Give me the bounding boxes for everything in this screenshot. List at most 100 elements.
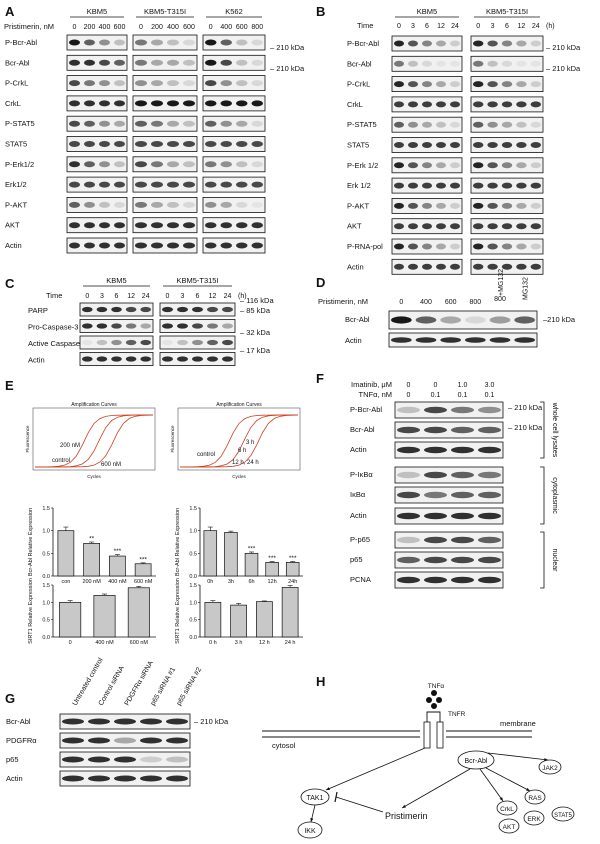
stat5-label: STAT5 (554, 813, 572, 819)
band (397, 536, 420, 544)
band (192, 323, 203, 329)
band (514, 337, 536, 343)
band (251, 242, 263, 249)
band (501, 182, 513, 189)
tnf-label: TNFα (428, 683, 445, 690)
band (478, 536, 501, 544)
band (125, 339, 137, 346)
bar (265, 562, 279, 577)
amp-label: 6 h (238, 448, 246, 454)
treatment-value: 0 (407, 382, 411, 389)
band (530, 60, 541, 67)
bar (224, 532, 238, 577)
band (473, 142, 484, 148)
marker-label: –210 kDa (543, 315, 576, 324)
band (424, 406, 447, 414)
row-label: Actin (5, 241, 22, 250)
band (183, 181, 195, 188)
treatment-label: TNFα, nM (358, 390, 392, 399)
band (478, 576, 501, 584)
band (394, 40, 404, 47)
bar (59, 601, 82, 638)
band (135, 39, 147, 46)
band (516, 223, 527, 230)
blot-strip (66, 237, 128, 254)
band (394, 263, 404, 270)
band (166, 737, 188, 744)
blot-strip (159, 335, 236, 350)
band (220, 141, 232, 147)
blot-strip (79, 335, 154, 350)
blot-strip (391, 116, 463, 133)
row-label: P-Bcr-Abl (350, 405, 382, 414)
extra-lane-label: +MG132 (498, 269, 505, 296)
time-value: 0 (476, 23, 480, 30)
y-tick-label: 1.0 (189, 529, 197, 535)
treatment-value: 3.0 (485, 382, 495, 389)
y-axis-label: SIRT1 Relative Expression (175, 578, 181, 644)
band (167, 141, 179, 147)
band (408, 101, 418, 108)
dose-value: 0 (139, 24, 143, 31)
band (450, 142, 460, 148)
band (114, 59, 125, 66)
band (415, 316, 437, 324)
blot-strip (202, 237, 266, 254)
lane-label: PDGFRα siRNA (124, 660, 155, 707)
band (487, 162, 498, 169)
band (450, 182, 460, 189)
band (478, 426, 501, 434)
row-label: Actin (350, 511, 367, 520)
band (69, 161, 80, 168)
band (450, 162, 460, 169)
band (236, 120, 248, 127)
band (530, 182, 541, 189)
band (394, 223, 404, 230)
ras-node (524, 789, 546, 805)
blot-strip (388, 332, 538, 348)
blot-strip (66, 156, 128, 173)
band (207, 323, 218, 329)
amp-label: 12 h, 24 h (232, 460, 259, 466)
time-value: 12 (209, 293, 217, 300)
band (501, 101, 513, 108)
band (140, 339, 151, 346)
dose-value: 200 (84, 24, 96, 31)
band (440, 316, 461, 324)
band (62, 718, 84, 725)
band (450, 81, 460, 88)
band (251, 80, 263, 87)
y-tick-label: 0.5 (189, 551, 197, 557)
time-value: 0 (397, 23, 401, 30)
band (397, 491, 420, 499)
treatment-value: 0 (434, 382, 438, 389)
band (530, 101, 541, 108)
band (114, 222, 125, 229)
band (422, 81, 432, 88)
row-label: P-Bcr-Abl (5, 38, 37, 47)
band (422, 162, 432, 169)
blot-strip (132, 156, 198, 173)
band (424, 576, 447, 584)
significance-label: *** (139, 556, 147, 563)
y-tick-label: 1.0 (42, 600, 50, 606)
tnf-trimer-dot (426, 697, 432, 703)
band (167, 222, 179, 229)
band (99, 100, 110, 107)
arrow-head (310, 818, 314, 822)
band (84, 39, 95, 46)
band (436, 162, 446, 169)
band (151, 242, 163, 249)
y-axis-label: Bcr-Abl Relative Expression (175, 508, 181, 576)
band (205, 59, 217, 66)
band (151, 80, 163, 87)
band (501, 121, 513, 128)
x-tick-label: 0 (69, 640, 72, 646)
blot-strip (391, 197, 463, 214)
blot-strip (202, 217, 266, 234)
band (422, 142, 432, 148)
blot-strip (66, 34, 128, 51)
band (251, 161, 263, 168)
band (220, 80, 232, 87)
dose-value: 800 (469, 299, 481, 306)
